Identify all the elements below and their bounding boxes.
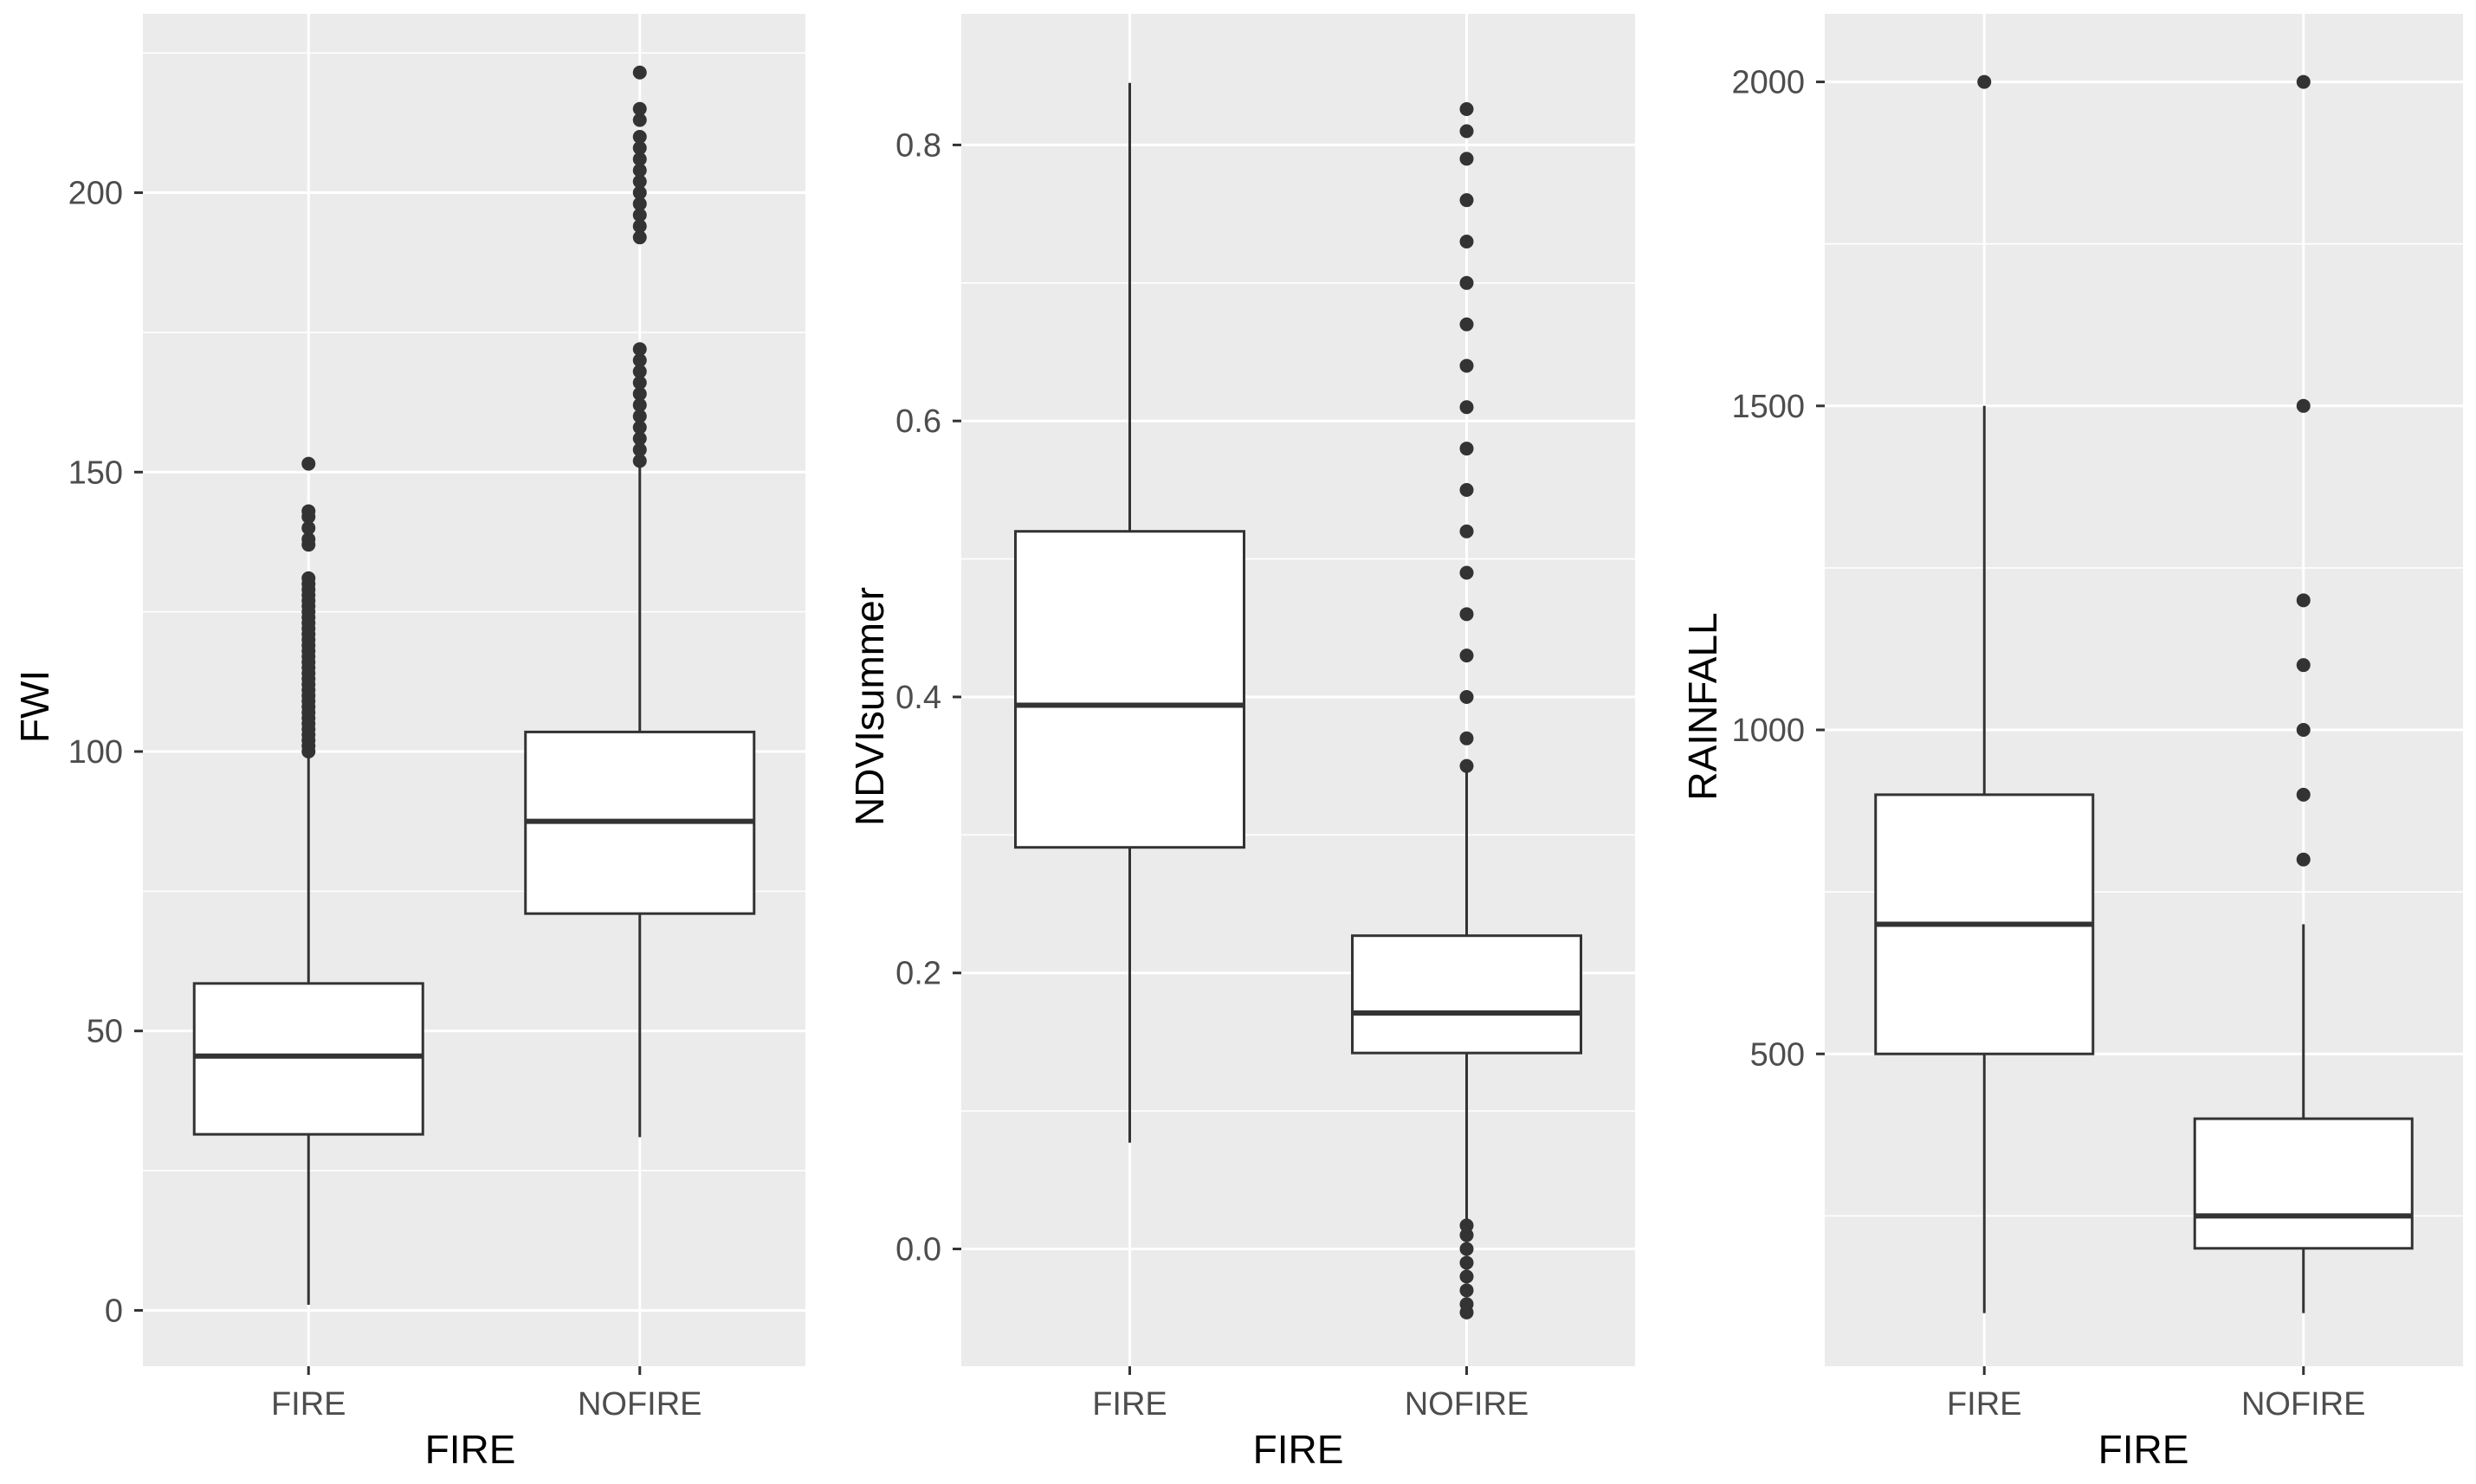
y-tick-label: 500 (1750, 1036, 1805, 1073)
outlier-point (1459, 565, 1474, 580)
outlier-point (301, 456, 316, 471)
outlier-point (2296, 787, 2311, 802)
outlier-point (632, 386, 647, 401)
outlier-point (632, 152, 647, 166)
outlier-point (632, 365, 647, 379)
outlier-point (632, 409, 647, 423)
outlier-point (632, 163, 647, 177)
outlier-point (301, 571, 316, 585)
box-nofire (1351, 934, 1582, 1055)
outlier-point (632, 342, 647, 357)
outlier-point (632, 130, 647, 144)
outlier-point (632, 208, 647, 223)
ndvisummer-boxplot-panel: 0.0 0.2 0.4 0.6 0.8 FIRE NOFIRE FIRE NDVIsummer (847, 14, 1635, 1472)
outlier-point (632, 431, 647, 446)
y-tick-label: 200 (68, 176, 123, 212)
y-tick-label: 0.8 (895, 127, 941, 164)
outlier-point (1459, 1228, 1474, 1242)
outlier-point (1459, 317, 1474, 332)
outlier-point (301, 532, 316, 546)
outlier-point (1459, 124, 1474, 139)
outlier-point (1459, 731, 1474, 745)
outlier-point (2296, 398, 2311, 413)
y-tick-label: 1000 (1731, 713, 1805, 749)
outlier-point (632, 230, 647, 245)
outlier-point (632, 420, 647, 435)
x-axis-title: FIRE (1253, 1427, 1344, 1472)
x-tick-label: FIRE (271, 1386, 346, 1423)
y-tick-label: 0.6 (895, 403, 941, 440)
outlier-point (2296, 658, 2311, 673)
outlier-point (1459, 482, 1474, 497)
x-tick-label: NOFIRE (578, 1386, 702, 1423)
y-axis-title: NDVIsummer (847, 587, 892, 826)
outlier-point (632, 140, 647, 155)
y-tick-label: 1500 (1731, 389, 1805, 425)
outlier-point (1459, 234, 1474, 248)
outlier-point (632, 101, 647, 116)
box-fire (192, 982, 424, 1136)
outlier-point (1459, 101, 1474, 116)
outlier-point (1459, 1255, 1474, 1270)
panel-background (143, 14, 805, 1366)
outlier-point (1459, 358, 1474, 373)
outlier-point (632, 219, 647, 234)
outlier-point (1459, 1269, 1474, 1284)
outlier-point (1459, 524, 1474, 539)
outlier-point (1459, 607, 1474, 622)
outlier-point (1459, 442, 1474, 456)
box-nofire (2193, 1117, 2414, 1250)
outlier-point (632, 65, 647, 80)
fwi-boxplot-panel: 0 50 100 150 200 FIRE NOFIRE FIRE FWI (12, 14, 805, 1472)
y-tick-label: 100 (68, 734, 123, 771)
outlier-point (1459, 1218, 1474, 1233)
y-tick-label: 0.4 (895, 680, 941, 716)
outlier-point (1459, 648, 1474, 663)
y-tick-label: 50 (87, 1014, 123, 1050)
outlier-point (1459, 275, 1474, 290)
outlier-point (632, 442, 647, 457)
outlier-point (632, 376, 647, 390)
x-tick-label: NOFIRE (2241, 1386, 2366, 1423)
outlier-point (301, 504, 316, 519)
outlier-point (2296, 723, 2311, 738)
outlier-point (2296, 852, 2311, 867)
outlier-point (1459, 1242, 1474, 1256)
outlier-point (632, 353, 647, 368)
outlier-point (1459, 758, 1474, 773)
y-tick-label: 0.0 (895, 1232, 941, 1268)
outlier-point (632, 197, 647, 211)
outlier-point (1459, 400, 1474, 415)
x-tick-label: NOFIRE (1405, 1386, 1529, 1423)
outlier-point (1459, 689, 1474, 704)
outlier-point (1459, 1297, 1474, 1312)
outlier-point (2296, 593, 2311, 608)
outlier-point (632, 397, 647, 412)
x-tick-label: FIRE (1947, 1386, 2022, 1423)
outlier-point (1459, 152, 1474, 166)
y-tick-label: 2000 (1731, 65, 1805, 101)
y-tick-label: 0.2 (895, 956, 941, 992)
outlier-point (1459, 193, 1474, 208)
x-tick-label: FIRE (1092, 1386, 1167, 1423)
y-tick-label: 0 (105, 1293, 123, 1329)
x-axis-title: FIRE (425, 1427, 516, 1472)
outlier-point (1459, 1283, 1474, 1298)
outlier-point (632, 113, 647, 127)
outlier-point (2296, 74, 2311, 89)
y-axis-title: RAINFALL (1680, 612, 1725, 800)
outlier-point (632, 185, 647, 200)
outlier-point (632, 174, 647, 189)
rainfall-boxplot-panel: 500 1000 1500 2000 FIRE NOFIRE FIRE RAINFALL (1680, 14, 2463, 1472)
x-axis-title: FIRE (2098, 1427, 2189, 1472)
outlier-point (301, 520, 316, 535)
box-fire (1014, 530, 1245, 849)
y-tick-label: 150 (68, 455, 123, 491)
y-axis-title: FWI (12, 670, 57, 743)
outlier-point (1977, 74, 1992, 89)
outlier-point (632, 454, 647, 468)
